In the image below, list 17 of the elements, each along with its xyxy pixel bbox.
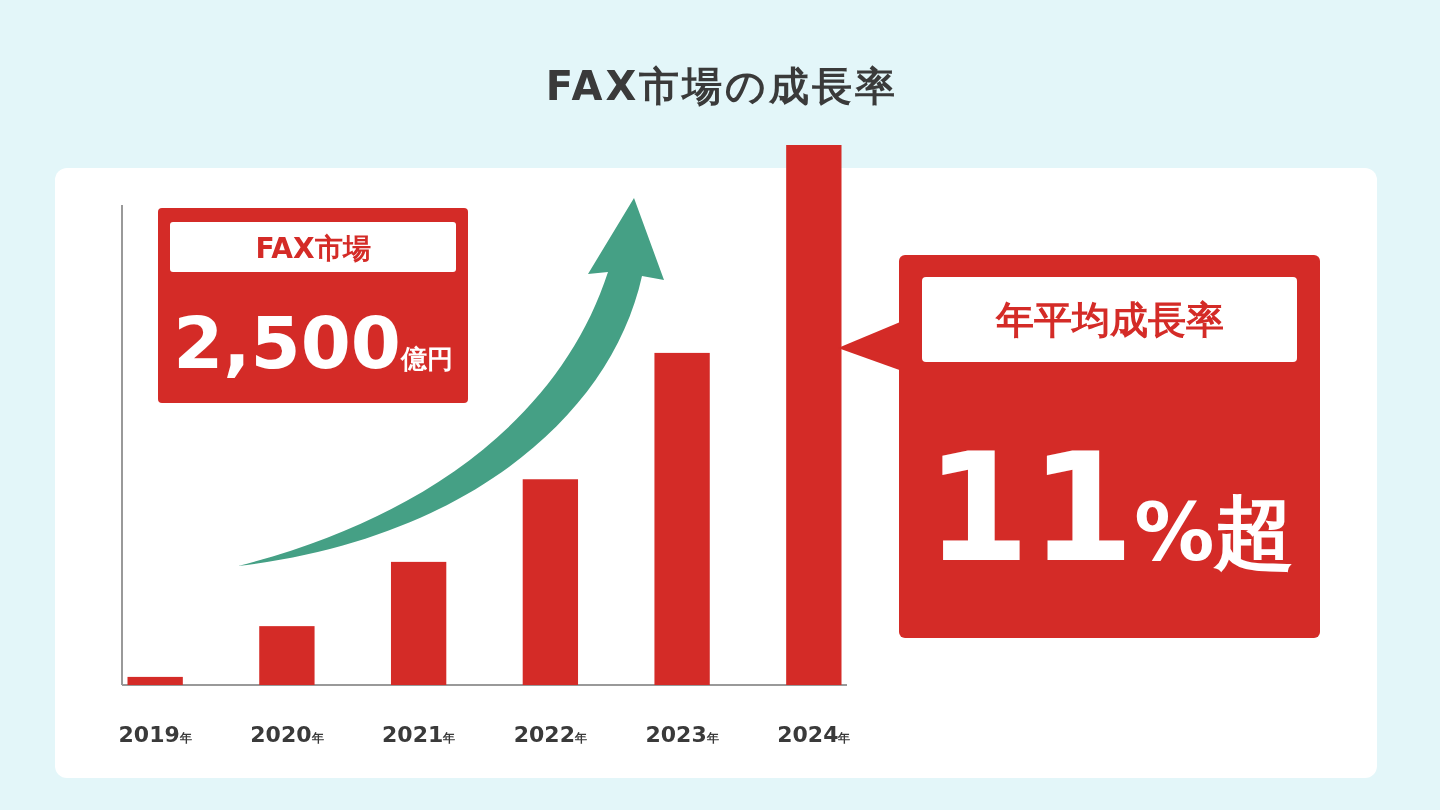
bar: [654, 352, 710, 685]
x-tick-label: 2021年: [382, 722, 456, 747]
annotation: 2,500億円: [173, 301, 453, 385]
bar: [127, 676, 183, 685]
x-tick-label: 2024年: [777, 722, 851, 747]
chart-title: FAX市場の成長率: [545, 63, 899, 109]
x-tick-label: 2022年: [513, 722, 587, 747]
x-tick-label: 2023年: [645, 722, 719, 747]
bar: [390, 561, 447, 685]
x-tick-label: 2020年: [250, 722, 324, 747]
annotation: FAX市場: [255, 232, 371, 265]
bar: [786, 145, 842, 685]
bar: [259, 626, 315, 685]
text: 年平均成長率: [995, 298, 1224, 342]
bar: [522, 479, 579, 685]
x-tick-label: 2019年: [118, 722, 192, 747]
text: 11%超: [925, 421, 1295, 595]
